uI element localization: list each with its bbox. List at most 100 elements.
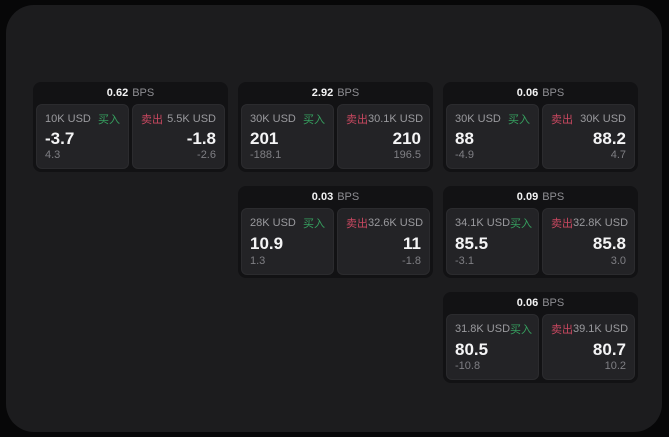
sell-side-label: 卖出 [551,114,573,126]
bps-value: 0.06 [516,297,539,309]
bps-value: 0.62 [106,87,129,99]
card-body: 31.8K USD 买入 80.5 -10.8 卖出 39.1K USD 80.… [443,314,638,383]
buy-price: 85.5 [455,234,489,253]
buy-amount: 30K USD [455,113,501,125]
bps-value: 0.06 [516,87,539,99]
quote-card: 0.62 BPS 10K USD 买入 -3.7 4.3 卖出 5.5K USD… [33,82,228,172]
buy-side-label: 买入 [510,218,533,230]
sell-delta: 196.5 [393,149,421,161]
sell-panel-header: 卖出 32.6K USD [346,215,424,231]
sell-delta: -1.8 [402,255,421,267]
bps-unit-label: BPS [542,87,565,99]
buy-panel-header: 31.8K USD 买入 [455,321,533,337]
sell-price: 85.8 [592,234,626,253]
buy-panel[interactable]: 30K USD 买入 88 -4.9 [446,104,539,169]
buy-delta: -3.1 [455,255,474,267]
quote-card: 0.06 BPS 31.8K USD 买入 80.5 -10.8 卖出 39.1… [443,292,638,383]
sell-amount: 39.1K USD [573,323,629,335]
sell-amount: 30.1K USD [368,113,424,125]
buy-panel[interactable]: 28K USD 买入 10.9 1.3 [241,208,334,275]
buy-amount: 28K USD [250,217,296,229]
quote-card: 0.09 BPS 34.1K USD 买入 85.5 -3.1 卖出 32.8K… [443,186,638,278]
buy-price: -3.7 [45,129,75,148]
buy-panel[interactable]: 31.8K USD 买入 80.5 -10.8 [446,314,539,380]
buy-side-label: 买入 [303,114,325,126]
buy-price: 88 [455,129,474,148]
buy-delta: -188.1 [250,149,282,161]
sell-price: -1.8 [186,129,216,148]
sell-side-label: 卖出 [346,218,368,230]
card-header: 0.09 BPS [443,186,638,208]
buy-panel[interactable]: 30K USD 买入 201 -188.1 [241,104,334,169]
bps-unit-label: BPS [132,87,155,99]
sell-panel[interactable]: 卖出 32.6K USD 11 -1.8 [337,208,430,275]
sell-price: 80.7 [592,339,626,359]
bps-unit-label: BPS [337,87,360,99]
sell-side-label: 卖出 [346,114,368,126]
buy-price: 201 [250,129,279,148]
card-body: 30K USD 买入 88 -4.9 卖出 30K USD 88.2 4.7 [443,104,638,172]
sell-price: 210 [392,129,421,148]
card-body: 30K USD 买入 201 -188.1 卖出 30.1K USD 210 1… [238,104,433,172]
sell-amount: 32.8K USD [573,217,629,229]
buy-panel-header: 30K USD 买入 [455,111,530,127]
buy-price: 10.9 [250,234,284,253]
buy-price: 80.5 [455,339,489,359]
buy-panel[interactable]: 10K USD 买入 -3.7 4.3 [36,104,129,169]
sell-side-label: 卖出 [551,324,573,336]
buy-delta: -4.9 [455,149,474,161]
bps-value: 2.92 [311,87,334,99]
sell-panel[interactable]: 卖出 5.5K USD -1.8 -2.6 [132,104,225,169]
sell-amount: 30K USD [580,113,626,125]
buy-panel-header: 28K USD 买入 [250,215,325,231]
buy-side-label: 买入 [510,324,533,336]
buy-delta: -10.8 [455,360,481,372]
buy-side-label: 买入 [303,218,325,230]
sell-panel[interactable]: 卖出 30.1K USD 210 196.5 [337,104,430,169]
buy-amount: 34.1K USD [455,217,511,229]
sell-price: 88.2 [592,129,626,148]
bps-value: 0.09 [516,191,539,203]
sell-panel-header: 卖出 39.1K USD [551,321,629,337]
sell-panel[interactable]: 卖出 39.1K USD 80.7 10.2 [542,314,635,380]
buy-panel-header: 10K USD 买入 [45,111,120,127]
buy-amount: 30K USD [250,113,296,125]
sell-panel[interactable]: 卖出 30K USD 88.2 4.7 [542,104,635,169]
card-header: 0.06 BPS [443,292,638,314]
buy-side-label: 买入 [98,114,120,126]
buy-delta: 4.3 [45,149,61,161]
sell-amount: 5.5K USD [167,113,216,125]
sell-panel-header: 卖出 32.8K USD [551,215,629,231]
sell-delta: -2.6 [197,149,216,161]
bps-value: 0.03 [311,191,334,203]
card-header: 0.03 BPS [238,186,433,208]
sell-side-label: 卖出 [551,218,573,230]
sell-delta: 4.7 [610,149,626,161]
card-header: 2.92 BPS [238,82,433,104]
card-body: 10K USD 买入 -3.7 4.3 卖出 5.5K USD -1.8 -2.… [33,104,228,172]
sell-delta: 10.2 [604,360,626,372]
card-header: 0.06 BPS [443,82,638,104]
quote-card: 2.92 BPS 30K USD 买入 201 -188.1 卖出 30.1K … [238,82,433,172]
sell-panel[interactable]: 卖出 32.8K USD 85.8 3.0 [542,208,635,275]
buy-amount: 10K USD [45,113,91,125]
card-body: 28K USD 买入 10.9 1.3 卖出 32.6K USD 11 -1.8 [238,208,433,278]
buy-side-label: 买入 [508,114,530,126]
quote-card: 0.03 BPS 28K USD 买入 10.9 1.3 卖出 32.6K US… [238,186,433,278]
buy-panel-header: 30K USD 买入 [250,111,325,127]
quote-card: 0.06 BPS 30K USD 买入 88 -4.9 卖出 30K USD 8… [443,82,638,172]
buy-panel[interactable]: 34.1K USD 买入 85.5 -3.1 [446,208,539,275]
sell-panel-header: 卖出 5.5K USD [141,111,216,127]
sell-amount: 32.6K USD [368,217,424,229]
main-panel: 0.62 BPS 10K USD 买入 -3.7 4.3 卖出 5.5K USD… [6,5,662,432]
card-body: 34.1K USD 买入 85.5 -3.1 卖出 32.8K USD 85.8… [443,208,638,278]
bps-unit-label: BPS [542,297,565,309]
sell-panel-header: 卖出 30.1K USD [346,111,424,127]
sell-price: 11 [403,234,421,253]
quote-card-grid: 0.62 BPS 10K USD 买入 -3.7 4.3 卖出 5.5K USD… [33,82,638,383]
buy-delta: 1.3 [250,255,266,267]
buy-amount: 31.8K USD [455,323,511,335]
card-header: 0.62 BPS [33,82,228,104]
sell-panel-header: 卖出 30K USD [551,111,626,127]
buy-panel-header: 34.1K USD 买入 [455,215,533,231]
